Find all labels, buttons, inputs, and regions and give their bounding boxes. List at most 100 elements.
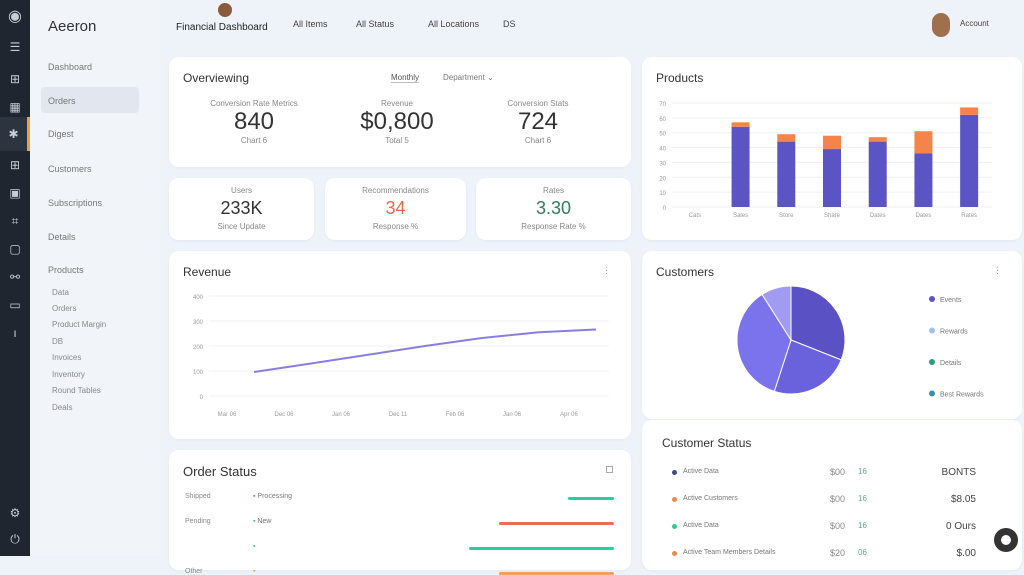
card-title: Products (656, 71, 704, 85)
sidebar-subitem[interactable]: Inventory (52, 370, 85, 379)
info-icon[interactable]: ı (13, 326, 17, 340)
order-row-label: Other (185, 568, 203, 575)
y-tick-label: 70 (659, 102, 666, 108)
menu-icon[interactable]: ☰ (9, 40, 21, 54)
user-menu[interactable]: Account (960, 19, 989, 28)
kpi-sub: Since Update (217, 222, 266, 231)
order-row-tag: ▪ (253, 568, 256, 575)
bar-segment (777, 141, 796, 207)
nav-dropdown[interactable]: All Items (293, 19, 328, 29)
bar-segment (823, 135, 841, 150)
sidebar-item[interactable]: Details (48, 232, 76, 242)
x-tick-label: Jan 06 (332, 412, 351, 418)
metric-sub: Chart 6 (524, 136, 552, 145)
sidebar-subitem[interactable]: Data (52, 288, 69, 297)
more-icon[interactable]: ⋮ (602, 265, 611, 275)
sidebar-subitem[interactable]: DB (52, 337, 64, 346)
calendar-icon[interactable]: ▣ (9, 186, 21, 200)
x-tick-label: Feb 06 (446, 412, 465, 418)
y-tick-label: 10 (659, 191, 666, 197)
more-icon[interactable]: ⋮ (993, 265, 1002, 275)
nav-dropdown[interactable]: All Status (356, 19, 395, 29)
row-name: Active Data (683, 522, 719, 529)
chat-button[interactable] (994, 528, 1018, 552)
kpi-label: Rates (543, 186, 564, 195)
y-tick-label: 30 (659, 161, 666, 167)
sidebar-subitem[interactable]: Deals (52, 403, 73, 412)
sidebar-item[interactable]: Orders (48, 96, 76, 106)
order-row-label: Shipped (185, 493, 211, 500)
settings-icon[interactable]: ⚙ (9, 506, 21, 520)
expand-icon[interactable] (606, 466, 613, 473)
logo-icon: ◉ (8, 8, 22, 25)
kpi-label: Recommendations (362, 186, 429, 195)
apps-icon[interactable]: ⊞ (9, 158, 21, 172)
users-icon[interactable]: ✱ (0, 117, 30, 151)
sidebar-item[interactable]: Customers (48, 164, 92, 174)
x-tick-label: Sales (733, 213, 748, 219)
nav-dropdown[interactable]: All Locations (428, 19, 480, 29)
bar-segment (731, 126, 750, 207)
x-tick-label: Cats (689, 213, 701, 219)
row-value: BONTS (941, 467, 976, 478)
y-tick-label: 100 (193, 370, 204, 376)
order-row-label: Pending (185, 518, 211, 525)
legend-label: Best Rewards (940, 392, 984, 399)
message-icon[interactable]: ▭ (9, 298, 21, 312)
bar-segment (960, 107, 979, 115)
sidebar-item[interactable]: Subscriptions (48, 198, 103, 208)
sidebar-selected-bg (41, 87, 139, 113)
tag-icon[interactable]: ⌗ (11, 214, 19, 228)
x-tick-label: Mar 06 (218, 412, 237, 418)
metric: Conversion Rate Metrics 840 Chart 6 (189, 99, 319, 145)
x-tick-label: Store (779, 213, 794, 219)
company-logo-icon (218, 3, 232, 17)
y-tick-label: 20 (659, 176, 666, 182)
revenue-line-chart: 0 100 200 300 400 Mar 06 Dec 06 Jan 06 Dec 11 Feb… (193, 295, 609, 418)
tab-monthly[interactable]: Monthly (391, 73, 420, 83)
nav-item[interactable]: DS (503, 19, 516, 29)
x-tick-label: Apr 06 (560, 412, 578, 418)
legend-dot (929, 359, 935, 365)
y-tick-label: 300 (193, 320, 204, 326)
revenue-line (253, 328, 597, 373)
sidebar-subitem[interactable]: Invoices (52, 353, 82, 362)
metric-label: Revenue (380, 99, 414, 108)
row-value: $.00 (956, 548, 976, 559)
kpi-sub: Response % (372, 222, 419, 231)
row-name: Active Customers (683, 495, 738, 502)
grid-icon[interactable]: ▦ (9, 100, 21, 114)
box-icon[interactable]: ▢ (9, 242, 21, 256)
pie-slice (736, 293, 792, 392)
row-pct: 16 (858, 467, 867, 476)
metric-value: $0,800 (360, 108, 434, 135)
analytics-icon[interactable]: ⚯ (9, 270, 21, 284)
bar-segment (914, 131, 933, 154)
status-dot (672, 524, 677, 529)
top-bar: Financial Dashboard All Items All Status… (160, 0, 1024, 50)
x-tick-label: Dates (916, 213, 932, 219)
logout-icon[interactable]: ⏻ (10, 532, 20, 546)
legend-label: Rewards (940, 329, 968, 336)
sidebar-item[interactable]: Dashboard (48, 62, 93, 72)
sidebar-subitem[interactable]: Round Tables (52, 386, 101, 395)
order-row-tag: ▪ (253, 543, 256, 550)
chart-icon[interactable]: ⊞ (9, 72, 21, 86)
sidebar-subitem[interactable]: Orders (52, 304, 77, 313)
pie-slice (761, 285, 792, 342)
status-dot (672, 470, 677, 475)
user-avatar[interactable] (932, 13, 950, 37)
metric: Conversion Stats 724 Chart 6 (473, 99, 603, 145)
row-pct: 16 (858, 521, 867, 530)
customers-card: Customers ⋮ Events Rewards Details Best Rew… (642, 251, 1022, 419)
row-pct: 06 (858, 548, 867, 557)
revenue-card: Revenue ⋮ 0 100 200 300 400 Mar 06 Dec 06 Jan 0… (169, 251, 631, 439)
row-pct: 16 (858, 494, 867, 503)
kpi-value: 34 (385, 198, 406, 218)
bar-segment (960, 114, 979, 207)
row-name: Active Team Members Details (683, 549, 776, 556)
department-dropdown[interactable]: Department ⌄ (443, 73, 494, 82)
sidebar-item[interactable]: Digest (48, 129, 74, 139)
sidebar-item[interactable]: Products (48, 265, 84, 275)
sidebar-subitem[interactable]: Product Margin (52, 320, 107, 329)
